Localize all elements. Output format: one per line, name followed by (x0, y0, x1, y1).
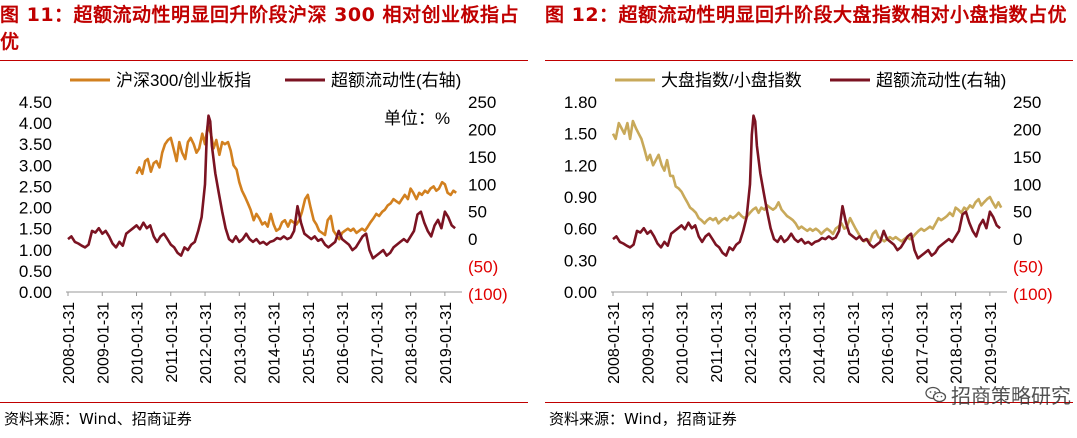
x-tick-label: 2015-01-31 (846, 302, 863, 384)
right-series-0-line (611, 119, 1003, 243)
x-tick-label: 2017-01-31 (914, 302, 931, 384)
left-series-1-line (67, 114, 456, 260)
chart-panel-left: 图 11：超额流动性明显回升阶段沪深 300 相对创业板指占优 沪深300/创业… (0, 0, 532, 438)
y-right-tick-label: (100) (468, 285, 508, 304)
wechat-icon (925, 386, 947, 402)
y-right-tick-label: 150 (1013, 148, 1041, 167)
chart-left: 沪深300/创业板指 超额流动性(右轴) 单位：% 4.50 4.00 3.50 3.00 2… (19, 71, 508, 384)
y-right-tick-label: 200 (1013, 120, 1041, 139)
y-left-tick-label: 0.60 (564, 220, 597, 239)
y-left-tick-label: 0.30 (564, 251, 597, 270)
y-right-tick-label: 100 (468, 175, 496, 194)
chart-right: 大盘指数/小盘指数 超额流动性(右轴) 1.80 1.50 1.20 0.90 0.60 0.… (564, 71, 1053, 384)
x-tick-label: 2010-01-31 (675, 302, 692, 384)
y-left-tick-label: 3.50 (19, 135, 52, 154)
chart-title-left: 图 11：超额流动性明显回升阶段沪深 300 相对创业板指占优 (0, 4, 519, 53)
y-right-tick-label: 200 (468, 120, 496, 139)
chart-panel-right: 图 12：超额流动性明显回升阶段大盘指数相对小盘指数占优 大盘指数/小盘指数 超额… (545, 0, 1077, 438)
y-right-tick-label: 0 (468, 230, 477, 249)
right-series-1-line (612, 114, 1001, 260)
x-tick-label: 2016-01-31 (880, 302, 897, 384)
x-tick-label: 2012-01-31 (743, 302, 760, 384)
source-note-left: 资料来源：Wind、招商证券 (4, 410, 192, 428)
x-tick-label: 2018-01-31 (404, 302, 421, 384)
left-series-0-line (135, 123, 457, 241)
y-left-tick-label: 0.00 (564, 283, 597, 302)
x-tick-label: 2014-01-31 (267, 302, 284, 384)
title-divider-left (0, 60, 528, 61)
y-right-tick-label: (50) (1013, 258, 1043, 277)
x-tick-label: 2019-01-31 (438, 302, 455, 384)
unit-label: 单位：% (384, 109, 450, 128)
x-tick-label: 2013-01-31 (777, 302, 794, 384)
x-tick-label: 2009-01-31 (95, 302, 112, 384)
y-left-tick-label: 2.00 (19, 199, 52, 218)
x-tick-label: 2010-01-31 (130, 302, 147, 384)
legend-label: 超额流动性(右轴) (876, 71, 1006, 90)
y-right-tick-label: 250 (1013, 93, 1041, 112)
source-note-right: 资料来源：Wind，招商证券 (549, 410, 737, 428)
y-right-tick-label: 50 (1013, 203, 1032, 222)
x-tick-label: 2009-01-31 (640, 302, 657, 384)
watermark-text: 招商策略研究 (951, 384, 1071, 408)
x-tick-label: 2011-01-31 (164, 302, 181, 383)
x-tick-label: 2008-01-31 (61, 302, 78, 384)
x-tick-label: 2017-01-31 (369, 302, 386, 384)
y-right-tick-label: (100) (1013, 285, 1053, 304)
legend-label: 超额流动性(右轴) (331, 71, 461, 90)
y-left-tick-label: 4.50 (19, 93, 52, 112)
x-tick-label: 2019-01-31 (983, 302, 1000, 384)
x-tick-label: 2012-01-31 (198, 302, 215, 384)
y-left-tick-label: 1.50 (19, 220, 52, 239)
y-right-tick-label: 250 (468, 93, 496, 112)
y-left-tick-label: 4.00 (19, 114, 52, 133)
x-tick-label: 2015-01-31 (301, 302, 318, 384)
x-tick-label: 2011-01-31 (709, 302, 726, 383)
watermark: 招商策略研究 (925, 380, 1071, 409)
y-left-tick-label: 0.00 (19, 283, 52, 302)
y-right-tick-label: 50 (468, 203, 487, 222)
y-left-tick-label: 0.50 (19, 262, 52, 281)
x-tick-label: 2013-01-31 (232, 302, 249, 384)
y-left-tick-label: 1.50 (564, 125, 597, 144)
y-left-tick-label: 1.20 (564, 156, 597, 175)
source-divider-left (0, 402, 528, 403)
chart-title-right: 图 12：超额流动性明显回升阶段大盘指数相对小盘指数占优 (545, 4, 1068, 26)
y-left-tick-label: 0.90 (564, 188, 597, 207)
legend-label: 大盘指数/小盘指数 (661, 71, 802, 90)
y-right-tick-label: 100 (1013, 175, 1041, 194)
x-tick-label: 2008-01-31 (606, 302, 623, 384)
legend-label: 沪深300/创业板指 (116, 71, 251, 90)
y-left-tick-label: 1.80 (564, 93, 597, 112)
x-tick-label: 2018-01-31 (949, 302, 966, 384)
y-left-tick-label: 1.00 (19, 241, 52, 260)
y-left-tick-label: 3.00 (19, 156, 52, 175)
x-tick-label: 2016-01-31 (335, 302, 352, 384)
y-left-tick-label: 2.50 (19, 177, 52, 196)
title-divider-right (545, 60, 1073, 61)
source-divider-right (545, 402, 1073, 403)
y-right-tick-label: (50) (468, 258, 498, 277)
y-right-tick-label: 0 (1013, 230, 1022, 249)
y-right-tick-label: 150 (468, 148, 496, 167)
x-tick-label: 2014-01-31 (812, 302, 829, 384)
